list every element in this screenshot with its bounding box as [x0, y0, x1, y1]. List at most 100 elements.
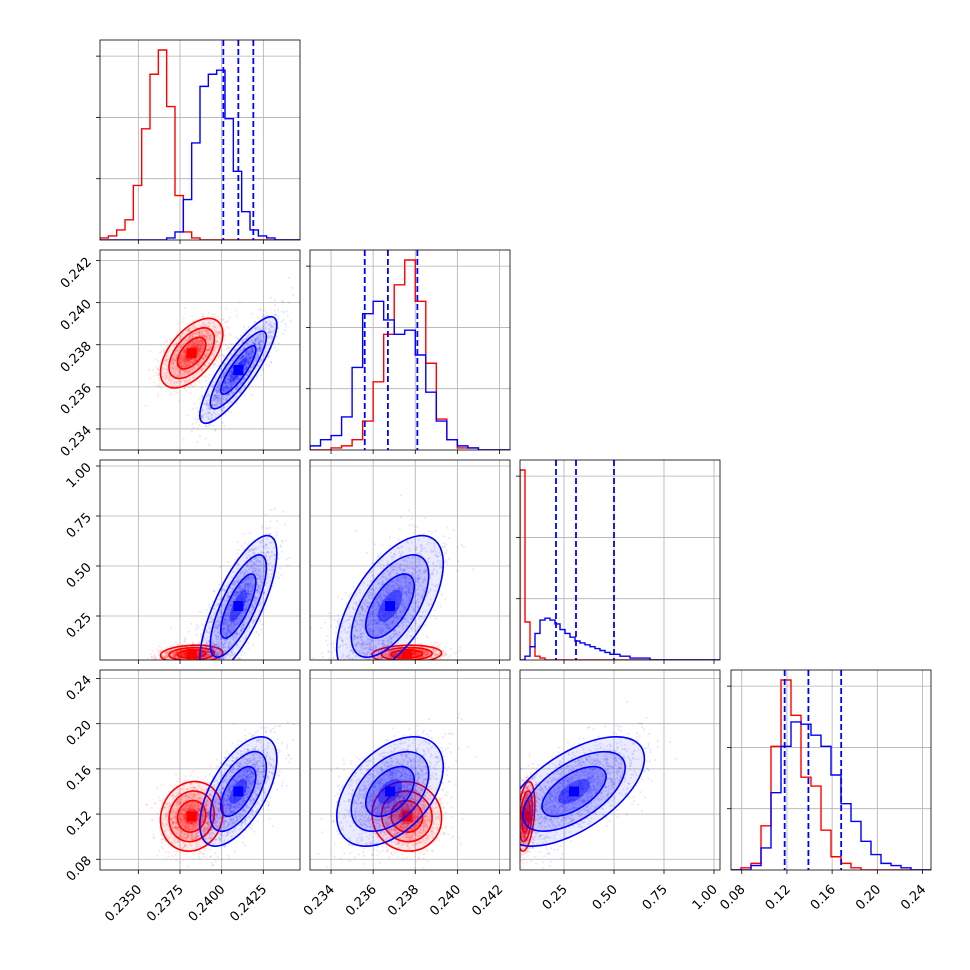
red-sample-point: [171, 366, 174, 369]
red-sample-point: [196, 654, 199, 657]
blue-sample-point: [245, 365, 248, 368]
blue-sample-point: [258, 341, 261, 344]
blue-sample-point: [231, 392, 234, 395]
red-sample-point: [194, 383, 197, 386]
blue-sample-point: [273, 313, 276, 316]
blue-sample-point: [253, 343, 256, 346]
red-sample-point: [179, 357, 182, 360]
red-sample-point: [178, 359, 181, 362]
blue-sample-point: [208, 407, 211, 410]
red-sample-point: [201, 339, 204, 342]
red-sample-point: [172, 360, 175, 363]
red-sample-point: [189, 344, 192, 347]
blue-sample-point: [232, 379, 235, 383]
blue-sample-point: [232, 357, 235, 360]
red-sample-point: [171, 368, 175, 371]
red-sample-point: [190, 346, 193, 349]
red-sample-point: [177, 360, 181, 363]
red-sample-point: [158, 385, 161, 388]
blue-sample-point: [230, 370, 233, 373]
blue-sample-point: [231, 382, 234, 385]
red-sample-point: [185, 359, 189, 362]
blue-sample-point: [208, 443, 211, 446]
blue-sample-point: [225, 399, 228, 402]
blue-contour: [199, 315, 278, 425]
red-sample-point: [153, 654, 156, 658]
blue-sample-point: [217, 400, 220, 403]
blue-sample-point: [268, 336, 271, 339]
blue-sample-point: [244, 354, 247, 357]
red-sample-point: [175, 381, 178, 384]
red-sample-point: [200, 652, 203, 656]
red-sample-point: [209, 333, 212, 336]
red-sample-point: [157, 373, 160, 376]
blue-sample-point: [217, 381, 220, 385]
red-sample-point: [183, 361, 186, 364]
red-sample-point: [180, 654, 183, 657]
blue-sample-point: [245, 366, 248, 369]
blue-sample-point: [222, 375, 225, 378]
red-sample-point: [154, 358, 157, 361]
blue-sample-point: [280, 320, 283, 323]
blue-sample-point: [282, 318, 285, 322]
blue-sample-point: [244, 367, 247, 370]
red-sample-point: [184, 349, 187, 352]
red-sample-point: [157, 653, 160, 656]
blue-sample-point: [212, 424, 215, 427]
blue-sample-point: [259, 334, 262, 337]
red-sample-point: [171, 378, 174, 381]
red-sample-point: [179, 346, 183, 349]
blue-sample-point: [222, 375, 225, 378]
red-sample-point: [184, 369, 187, 372]
blue-sample-point: [246, 343, 249, 346]
blue-sample-point: [212, 366, 215, 369]
blue-sample-point: [245, 350, 248, 353]
red-sample-point: [192, 343, 195, 346]
red-sample-point: [199, 330, 203, 334]
blue-sample-point: [259, 326, 262, 330]
red-sample-point: [203, 359, 206, 362]
red-sample-point: [204, 334, 208, 337]
blue-sample-point: [255, 359, 258, 362]
red-sample-point: [191, 376, 194, 379]
red-sample-point: [205, 329, 208, 332]
red-sample-point: [219, 332, 222, 335]
blue-sample-point: [224, 363, 227, 366]
red-sample-point: [172, 652, 175, 655]
red-sample-point: [177, 657, 180, 660]
red-sample-point: [190, 358, 193, 361]
blue-sample-point: [216, 399, 219, 402]
red-sample-point: [185, 360, 188, 363]
blue-sample-point: [224, 380, 227, 383]
red-sample-point: [202, 367, 205, 370]
red-sample-point: [166, 656, 169, 659]
red-sample-point: [177, 371, 180, 374]
blue-sample-point: [198, 435, 201, 438]
red-sample-point: [190, 344, 193, 347]
blue-sample-point: [176, 457, 178, 459]
blue-sample-point: [260, 339, 263, 342]
red-sample-point: [199, 347, 202, 350]
blue-sample-point: [235, 401, 238, 405]
red-sample-point: [186, 372, 189, 375]
blue-sample-point: [275, 349, 278, 353]
blue-sample-point: [240, 357, 243, 360]
blue-sample-point: [205, 404, 208, 407]
blue-sample-point: [248, 351, 251, 354]
red-sample-point: [160, 350, 163, 353]
blue-sample-point: [232, 384, 235, 387]
red-sample-point: [195, 326, 198, 329]
red-sample-point: [198, 349, 201, 353]
red-sample-point: [219, 354, 222, 357]
blue-sample-point: [218, 391, 221, 394]
red-sample-point: [165, 372, 168, 375]
red-sample-point: [171, 361, 174, 365]
blue-sample-point: [261, 326, 264, 329]
blue-sample-point: [216, 396, 219, 399]
red-sample-point: [185, 358, 189, 361]
blue-sample-point: [223, 386, 226, 389]
red-sample-point: [183, 653, 187, 656]
blue-sample-point: [233, 378, 236, 381]
red-sample-point: [216, 654, 219, 657]
red-sample-point: [181, 354, 184, 357]
